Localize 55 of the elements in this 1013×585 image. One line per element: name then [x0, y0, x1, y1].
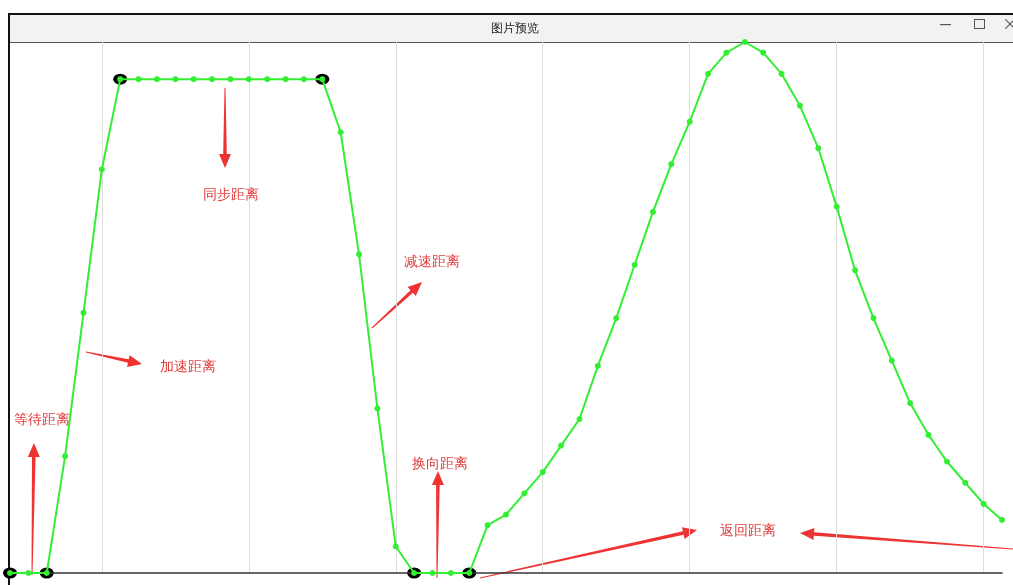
- point: [429, 570, 436, 576]
- annotation: 加速距离: [159, 358, 217, 376]
- point: [227, 76, 234, 83]
- point: [282, 76, 289, 83]
- point: [705, 70, 712, 77]
- point: [25, 570, 32, 576]
- point: [98, 166, 105, 173]
- point: [980, 500, 987, 507]
- point: [723, 49, 730, 56]
- point: [668, 161, 675, 168]
- point: [741, 39, 748, 45]
- point: [245, 76, 252, 83]
- point: [686, 118, 693, 125]
- point: [778, 70, 785, 77]
- point: [392, 543, 399, 550]
- point: [815, 145, 822, 152]
- point: [337, 129, 344, 136]
- point: [153, 76, 160, 83]
- point: [172, 76, 179, 83]
- point: [374, 405, 381, 412]
- point: [907, 400, 914, 407]
- point: [576, 416, 583, 423]
- point: [943, 458, 950, 465]
- point: [300, 76, 307, 83]
- point: [649, 208, 656, 215]
- point: [503, 511, 509, 518]
- point: [447, 570, 454, 576]
- point: [833, 203, 840, 210]
- point: [631, 262, 638, 269]
- annotation: 换向距离: [411, 455, 469, 473]
- annotation: 同步距离: [202, 186, 260, 204]
- point: [796, 102, 803, 109]
- point: [594, 362, 601, 369]
- point: [484, 522, 491, 529]
- point: [999, 516, 1005, 523]
- point: [135, 76, 142, 83]
- point: [852, 267, 859, 274]
- point: [870, 315, 877, 322]
- point: [62, 453, 69, 460]
- chart-title: 图片预览: [490, 20, 540, 37]
- point: [925, 431, 932, 438]
- point: [760, 49, 767, 56]
- point: [962, 479, 969, 486]
- point: [190, 76, 197, 83]
- point: [539, 469, 546, 476]
- point: [356, 251, 363, 258]
- point: [80, 309, 87, 316]
- point: [264, 76, 271, 83]
- annotation: 返回距离: [719, 522, 777, 540]
- point: [888, 357, 895, 364]
- point: [521, 490, 528, 497]
- annotation: 减速距离: [403, 253, 461, 271]
- point: [558, 442, 565, 449]
- point: [613, 315, 620, 322]
- point: [209, 76, 216, 83]
